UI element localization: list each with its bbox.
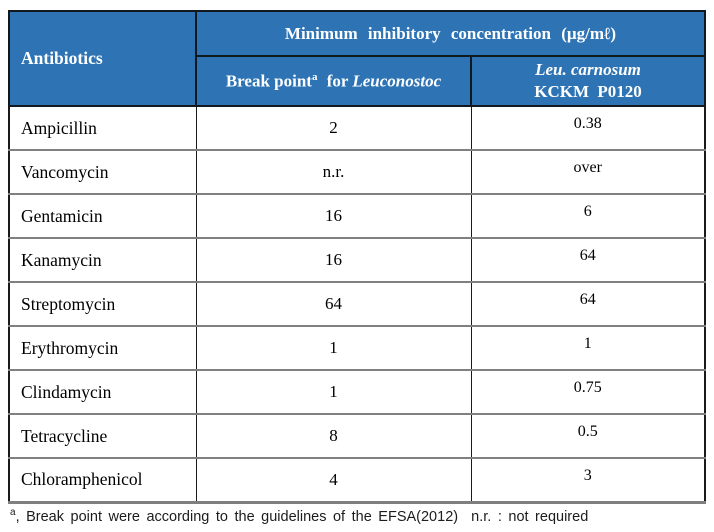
mic-value: 64 [470, 281, 706, 326]
mic-value: 6 [470, 193, 706, 238]
table-row: Streptomycin 64 64 [8, 281, 706, 326]
breakpoint-value: 16 [195, 193, 472, 238]
antibiotic-name: Vancomycin [8, 149, 197, 194]
strain-name: Leu. carnosum [535, 60, 641, 79]
antibiotic-name: Streptomycin [8, 281, 197, 326]
table-row: Gentamicin 16 6 [8, 193, 706, 238]
mic-value: 0.38 [470, 105, 706, 150]
breakpoint-value: 1 [195, 369, 472, 414]
antibiotic-name: Clindamycin [8, 369, 197, 414]
antibiotic-name: Kanamycin [8, 237, 197, 282]
mic-value: 0.5 [470, 413, 706, 458]
mic-value: 3 [470, 457, 706, 502]
mic-table: Antibiotics Minimum inhibitory concentra… [8, 10, 706, 504]
footnote: a, Break point were according to the gui… [10, 507, 710, 525]
table-row: Tetracycline 8 0.5 [8, 413, 706, 458]
mic-value: 1 [470, 325, 706, 370]
table-row: Kanamycin 16 64 [8, 237, 706, 282]
table-row: Chloramphenicol 4 3 [8, 457, 706, 502]
breakpoint-footnote-marker: a [311, 70, 318, 83]
breakpoint-label-for: for [322, 71, 353, 91]
breakpoint-species: Leuconostoc [352, 71, 442, 91]
antibiotic-name: Ampicillin [8, 105, 197, 150]
breakpoint-value: n.r. [195, 149, 472, 194]
strain-code: KCKM P0120 [534, 82, 642, 101]
breakpoint-value: 2 [195, 105, 472, 150]
breakpoint-value: 16 [195, 237, 472, 282]
table-body: Ampicillin 2 0.38 Vancomycin n.r. over G… [8, 105, 706, 502]
antibiotic-name: Chloramphenicol [8, 457, 197, 502]
mic-group-header: Minimum inhibitory concentration (µg/mℓ) [195, 10, 706, 57]
mic-value: 0.75 [470, 369, 706, 414]
breakpoint-value: 64 [195, 281, 472, 326]
table-row: Ampicillin 2 0.38 [8, 105, 706, 150]
breakpoint-column-header: Break pointa for Leuconostoc [195, 55, 472, 107]
mic-value: over [470, 149, 706, 194]
antibiotics-column-header: Antibiotics [8, 10, 197, 107]
mic-value: 64 [470, 237, 706, 282]
antibiotic-name: Tetracycline [8, 413, 197, 458]
breakpoint-value: 1 [195, 325, 472, 370]
table-row: Clindamycin 1 0.75 [8, 369, 706, 414]
antibiotic-name: Erythromycin [8, 325, 197, 370]
strain-column-header: Leu. carnosum KCKM P0120 [470, 55, 706, 107]
table-header: Antibiotics Minimum inhibitory concentra… [8, 10, 706, 107]
breakpoint-value: 4 [195, 457, 472, 502]
breakpoint-value: 8 [195, 413, 472, 458]
footnote-marker: a [10, 507, 16, 518]
table-row: Vancomycin n.r. over [8, 149, 706, 194]
footnote-text: , Break point were according to the guid… [15, 508, 589, 525]
antibiotic-name: Gentamicin [8, 193, 197, 238]
breakpoint-label: Break point [225, 71, 312, 91]
table-row: Erythromycin 1 1 [8, 325, 706, 370]
